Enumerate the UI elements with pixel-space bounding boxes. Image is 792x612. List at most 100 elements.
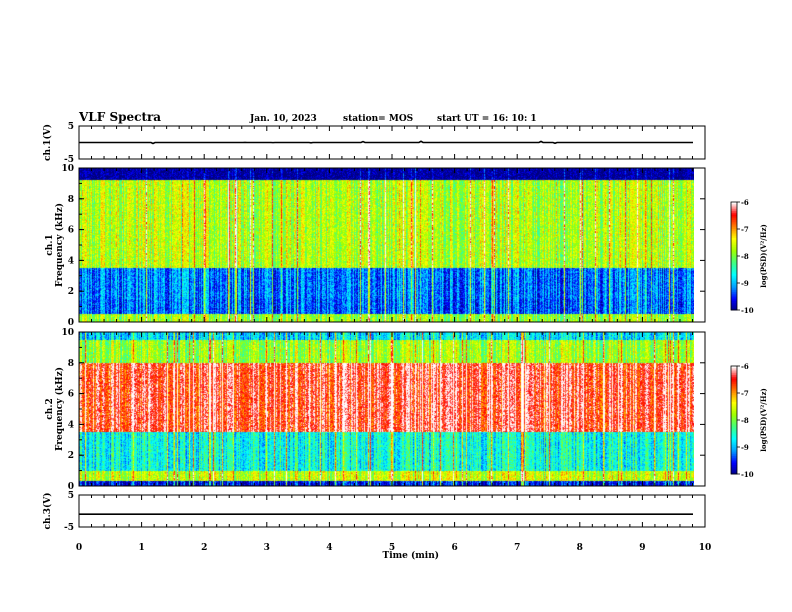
colorbar-swatch	[731, 292, 737, 295]
colorbar-tick-label: -7	[741, 389, 749, 398]
colorbar-swatch	[731, 375, 737, 378]
colorbar-swatch	[731, 414, 737, 417]
y-axis-label: ch.3(V)	[42, 493, 53, 530]
colorbar-tick-label: -7	[741, 225, 749, 234]
colorbar-swatch	[731, 290, 737, 293]
colorbar-swatch	[731, 366, 737, 369]
colorbar-swatch	[731, 270, 737, 273]
x-tick-label: 2	[201, 543, 207, 553]
colorbar-swatch	[731, 434, 737, 437]
colorbar-swatch	[731, 227, 737, 230]
colorbar-swatch	[731, 286, 737, 289]
colorbar-swatch	[731, 420, 737, 423]
colorbar-swatch	[731, 439, 737, 443]
colorbar-swatch	[731, 436, 737, 439]
colorbar-swatch	[731, 403, 737, 407]
x-tick-label: 6	[451, 543, 457, 553]
y-tick-label: 8	[68, 195, 74, 205]
colorbar-swatch	[731, 207, 737, 210]
chart-title: VLF Spectra	[79, 110, 162, 124]
colorbar-swatch	[731, 378, 737, 381]
start-ut-label: start UT = 16: 10: 1	[437, 114, 537, 124]
colorbar-swatch	[731, 421, 737, 425]
y-tick-label: 0	[68, 482, 74, 492]
y-tick-label: 4	[68, 420, 74, 430]
colorbar-swatch	[731, 230, 737, 234]
y-tick-label: 8	[68, 359, 74, 369]
y-tick-label: 10	[61, 328, 74, 338]
y-tick-label: 6	[68, 226, 74, 236]
colorbar-swatch	[731, 430, 737, 434]
colorbar-swatch	[731, 304, 737, 307]
x-axis-label: Time (min)	[383, 550, 440, 561]
x-tick-label: 0	[76, 543, 82, 553]
colorbar-swatch	[731, 256, 737, 259]
colorbar-swatch	[731, 297, 737, 300]
colorbar-swatch	[731, 288, 737, 291]
colorbar-swatch	[731, 221, 737, 225]
colorbar-tick-label: -6	[741, 362, 749, 371]
colorbar-swatch	[731, 369, 737, 372]
colorbar-swatch	[731, 209, 737, 212]
colorbar-swatch	[731, 229, 737, 232]
colorbar-swatch	[731, 405, 737, 408]
colorbar-swatch	[731, 261, 737, 264]
x-tick-label: 3	[264, 543, 270, 553]
colorbar-swatch	[731, 275, 737, 279]
colorbar-swatch	[731, 432, 737, 435]
colorbar-tick-label: -6	[741, 198, 749, 207]
y-tick-label: 5	[68, 491, 74, 501]
colorbar-swatch	[731, 393, 737, 396]
colorbar-swatch	[731, 409, 737, 412]
ch2-spectrogram-image	[79, 332, 694, 486]
colorbar-swatch	[731, 254, 737, 257]
colorbar-swatch	[731, 248, 737, 252]
colorbar-swatch	[731, 259, 737, 262]
colorbar-swatch	[731, 202, 737, 205]
y-tick-label: -5	[64, 155, 74, 165]
colorbar-tick-label: -10	[741, 306, 754, 315]
colorbar-swatch	[731, 465, 737, 468]
colorbar-swatch	[731, 245, 737, 248]
colorbar-swatch	[731, 277, 737, 280]
colorbar-swatch	[731, 232, 737, 235]
colorbar-swatch	[731, 234, 737, 237]
colorbar-swatch	[731, 407, 737, 410]
colorbar-swatch	[731, 238, 737, 241]
colorbar-swatch	[731, 243, 737, 246]
x-tick-label: 4	[326, 543, 332, 553]
colorbar-swatch	[731, 241, 737, 244]
colorbar-swatch	[731, 308, 737, 311]
colorbar-swatch	[731, 466, 737, 470]
x-tick-label: 1	[138, 543, 144, 553]
colorbar-swatch	[731, 214, 737, 217]
colorbar-swatch	[731, 266, 737, 270]
x-tick-label: 8	[577, 543, 583, 553]
colorbar-swatch	[731, 302, 737, 306]
y-tick-label: 6	[68, 390, 74, 400]
colorbar-swatch	[731, 470, 737, 473]
colorbar-swatch	[731, 443, 737, 446]
y-axis-label: ch.1	[45, 234, 55, 255]
colorbar-swatch	[731, 448, 737, 452]
colorbar-swatch	[731, 203, 737, 207]
colorbar-swatch	[731, 394, 737, 398]
ch1-waveform-trace	[79, 140, 693, 145]
colorbar-swatch	[731, 411, 737, 414]
colorbar-tick-label: -8	[741, 416, 749, 425]
y-tick-label: 10	[61, 164, 74, 174]
x-tick-label: 10	[699, 543, 712, 553]
colorbar-swatch	[731, 272, 737, 275]
y-axis-label: ch.1(V)	[42, 124, 53, 161]
date-label: Jan. 10, 2023	[250, 114, 317, 124]
colorbar-swatch	[731, 220, 737, 223]
colorbar-swatch	[731, 429, 737, 432]
colorbar-swatch	[731, 216, 737, 219]
colorbar-swatch	[731, 250, 737, 253]
colorbar-swatch	[731, 283, 737, 286]
colorbar-swatch	[731, 416, 737, 419]
colorbar-swatch	[731, 284, 737, 288]
colorbar-swatch	[731, 299, 737, 302]
colorbar-swatch	[731, 396, 737, 399]
